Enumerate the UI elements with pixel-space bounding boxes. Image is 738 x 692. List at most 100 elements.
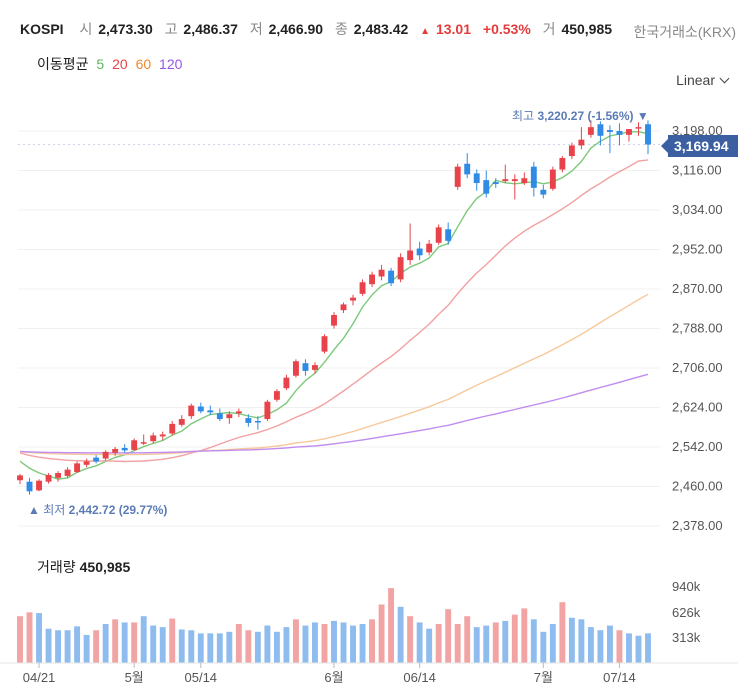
volume-bar — [359, 624, 366, 663]
candle — [397, 253, 404, 283]
candle-body — [121, 447, 128, 451]
candle — [331, 312, 337, 329]
candle-body — [331, 315, 337, 326]
volume-bar — [454, 624, 461, 663]
candle-body — [568, 145, 575, 157]
candle-body — [17, 475, 23, 481]
volume-bar — [521, 608, 528, 663]
candle-body — [606, 130, 613, 132]
volume-bar — [578, 619, 585, 663]
ma-60-legend[interactable]: 60 — [135, 56, 152, 72]
x-tick-label: 04/21 — [23, 670, 56, 685]
candle-body — [112, 448, 119, 453]
candle-body — [140, 442, 147, 444]
candle — [359, 279, 366, 296]
candle — [131, 438, 138, 451]
candle-body — [454, 166, 461, 187]
candle — [502, 164, 509, 184]
ma-5-legend[interactable]: 5 — [96, 56, 105, 72]
candle — [235, 408, 242, 418]
volume-bar — [464, 616, 471, 663]
candle — [483, 170, 490, 198]
up-triangle-icon: ▲ — [28, 503, 40, 517]
volume-bar — [83, 634, 90, 663]
volume-bar — [283, 627, 290, 663]
volume-bar — [169, 618, 176, 663]
volume-bar — [350, 625, 356, 663]
low-label: 저 — [249, 21, 263, 37]
low-marker-value: 2,442.72 (29.77%) — [68, 503, 168, 517]
candle-body — [502, 179, 509, 182]
volume-bar — [273, 631, 280, 663]
candle — [197, 402, 204, 414]
candle-body — [36, 480, 42, 491]
y-tick-label: 2,706.00 — [672, 360, 723, 375]
candle-body — [635, 127, 642, 129]
candle-body — [578, 139, 585, 146]
volume-bar — [312, 622, 318, 663]
volume-bar — [530, 619, 537, 663]
candle — [350, 294, 356, 306]
candle-body — [559, 157, 566, 170]
candle-body — [292, 361, 299, 376]
candle — [445, 222, 452, 245]
candle-body — [492, 182, 499, 184]
candle-body — [26, 481, 33, 492]
candle-body — [264, 401, 271, 420]
x-tick-label: 6월 — [324, 670, 343, 685]
ohlc-summary: KOSPI 시 2,473.30 고 2,486.37 저 2,466.90 종… — [20, 19, 620, 39]
candle-body — [131, 440, 138, 450]
volume-bar — [36, 613, 42, 663]
candle-body — [521, 178, 528, 184]
chart-header: KOSPI 시 2,473.30 고 2,486.37 저 2,466.90 종… — [0, 0, 738, 100]
ma-60-line — [19, 293, 649, 456]
candle-body — [359, 282, 366, 294]
candle — [540, 184, 547, 199]
volume-bar — [245, 630, 252, 663]
close-label: 종 — [334, 21, 348, 37]
ma-120-line — [19, 373, 649, 454]
volume-bar — [587, 627, 594, 663]
candle — [140, 434, 147, 446]
candle-body — [273, 391, 280, 400]
candle — [245, 414, 252, 427]
candle — [45, 473, 52, 484]
volume-bar — [159, 627, 166, 663]
volume-bar — [55, 630, 62, 663]
ma-120-legend[interactable]: 120 — [159, 56, 183, 72]
candle-body — [45, 474, 52, 482]
volume-bar — [597, 630, 604, 663]
candle — [159, 431, 166, 441]
candle-body — [102, 451, 109, 459]
volume-bar — [331, 620, 337, 663]
scale-mode-dropdown[interactable]: Linear — [676, 72, 730, 88]
candle-body — [388, 270, 395, 284]
volume-bar — [121, 622, 128, 663]
candle — [568, 142, 575, 159]
candle-body — [350, 297, 356, 301]
volume-bar — [131, 622, 138, 663]
volume-bar — [207, 633, 214, 663]
candle-body — [188, 405, 195, 417]
candle — [587, 120, 594, 138]
open-label: 시 — [79, 21, 93, 37]
ma-20-legend[interactable]: 20 — [112, 56, 128, 72]
candle — [578, 127, 585, 150]
x-tick-label: 7월 — [534, 670, 553, 685]
ma-legend[interactable]: 이동평균 5 20 60 120 — [37, 54, 182, 74]
candle-body — [587, 127, 594, 135]
volume-bar — [45, 628, 52, 663]
volume-value: 450,985 — [561, 21, 613, 37]
volume-bar — [340, 622, 347, 663]
x-tick-label: 05/14 — [185, 670, 218, 685]
volume-bar — [416, 622, 423, 663]
candle — [521, 172, 528, 185]
candle — [283, 374, 290, 391]
candle-body — [93, 457, 100, 462]
candle-body — [416, 248, 423, 256]
candle-body — [435, 227, 442, 243]
candle — [464, 153, 471, 179]
candle — [378, 264, 385, 281]
high-value: 2,486.37 — [183, 21, 238, 37]
